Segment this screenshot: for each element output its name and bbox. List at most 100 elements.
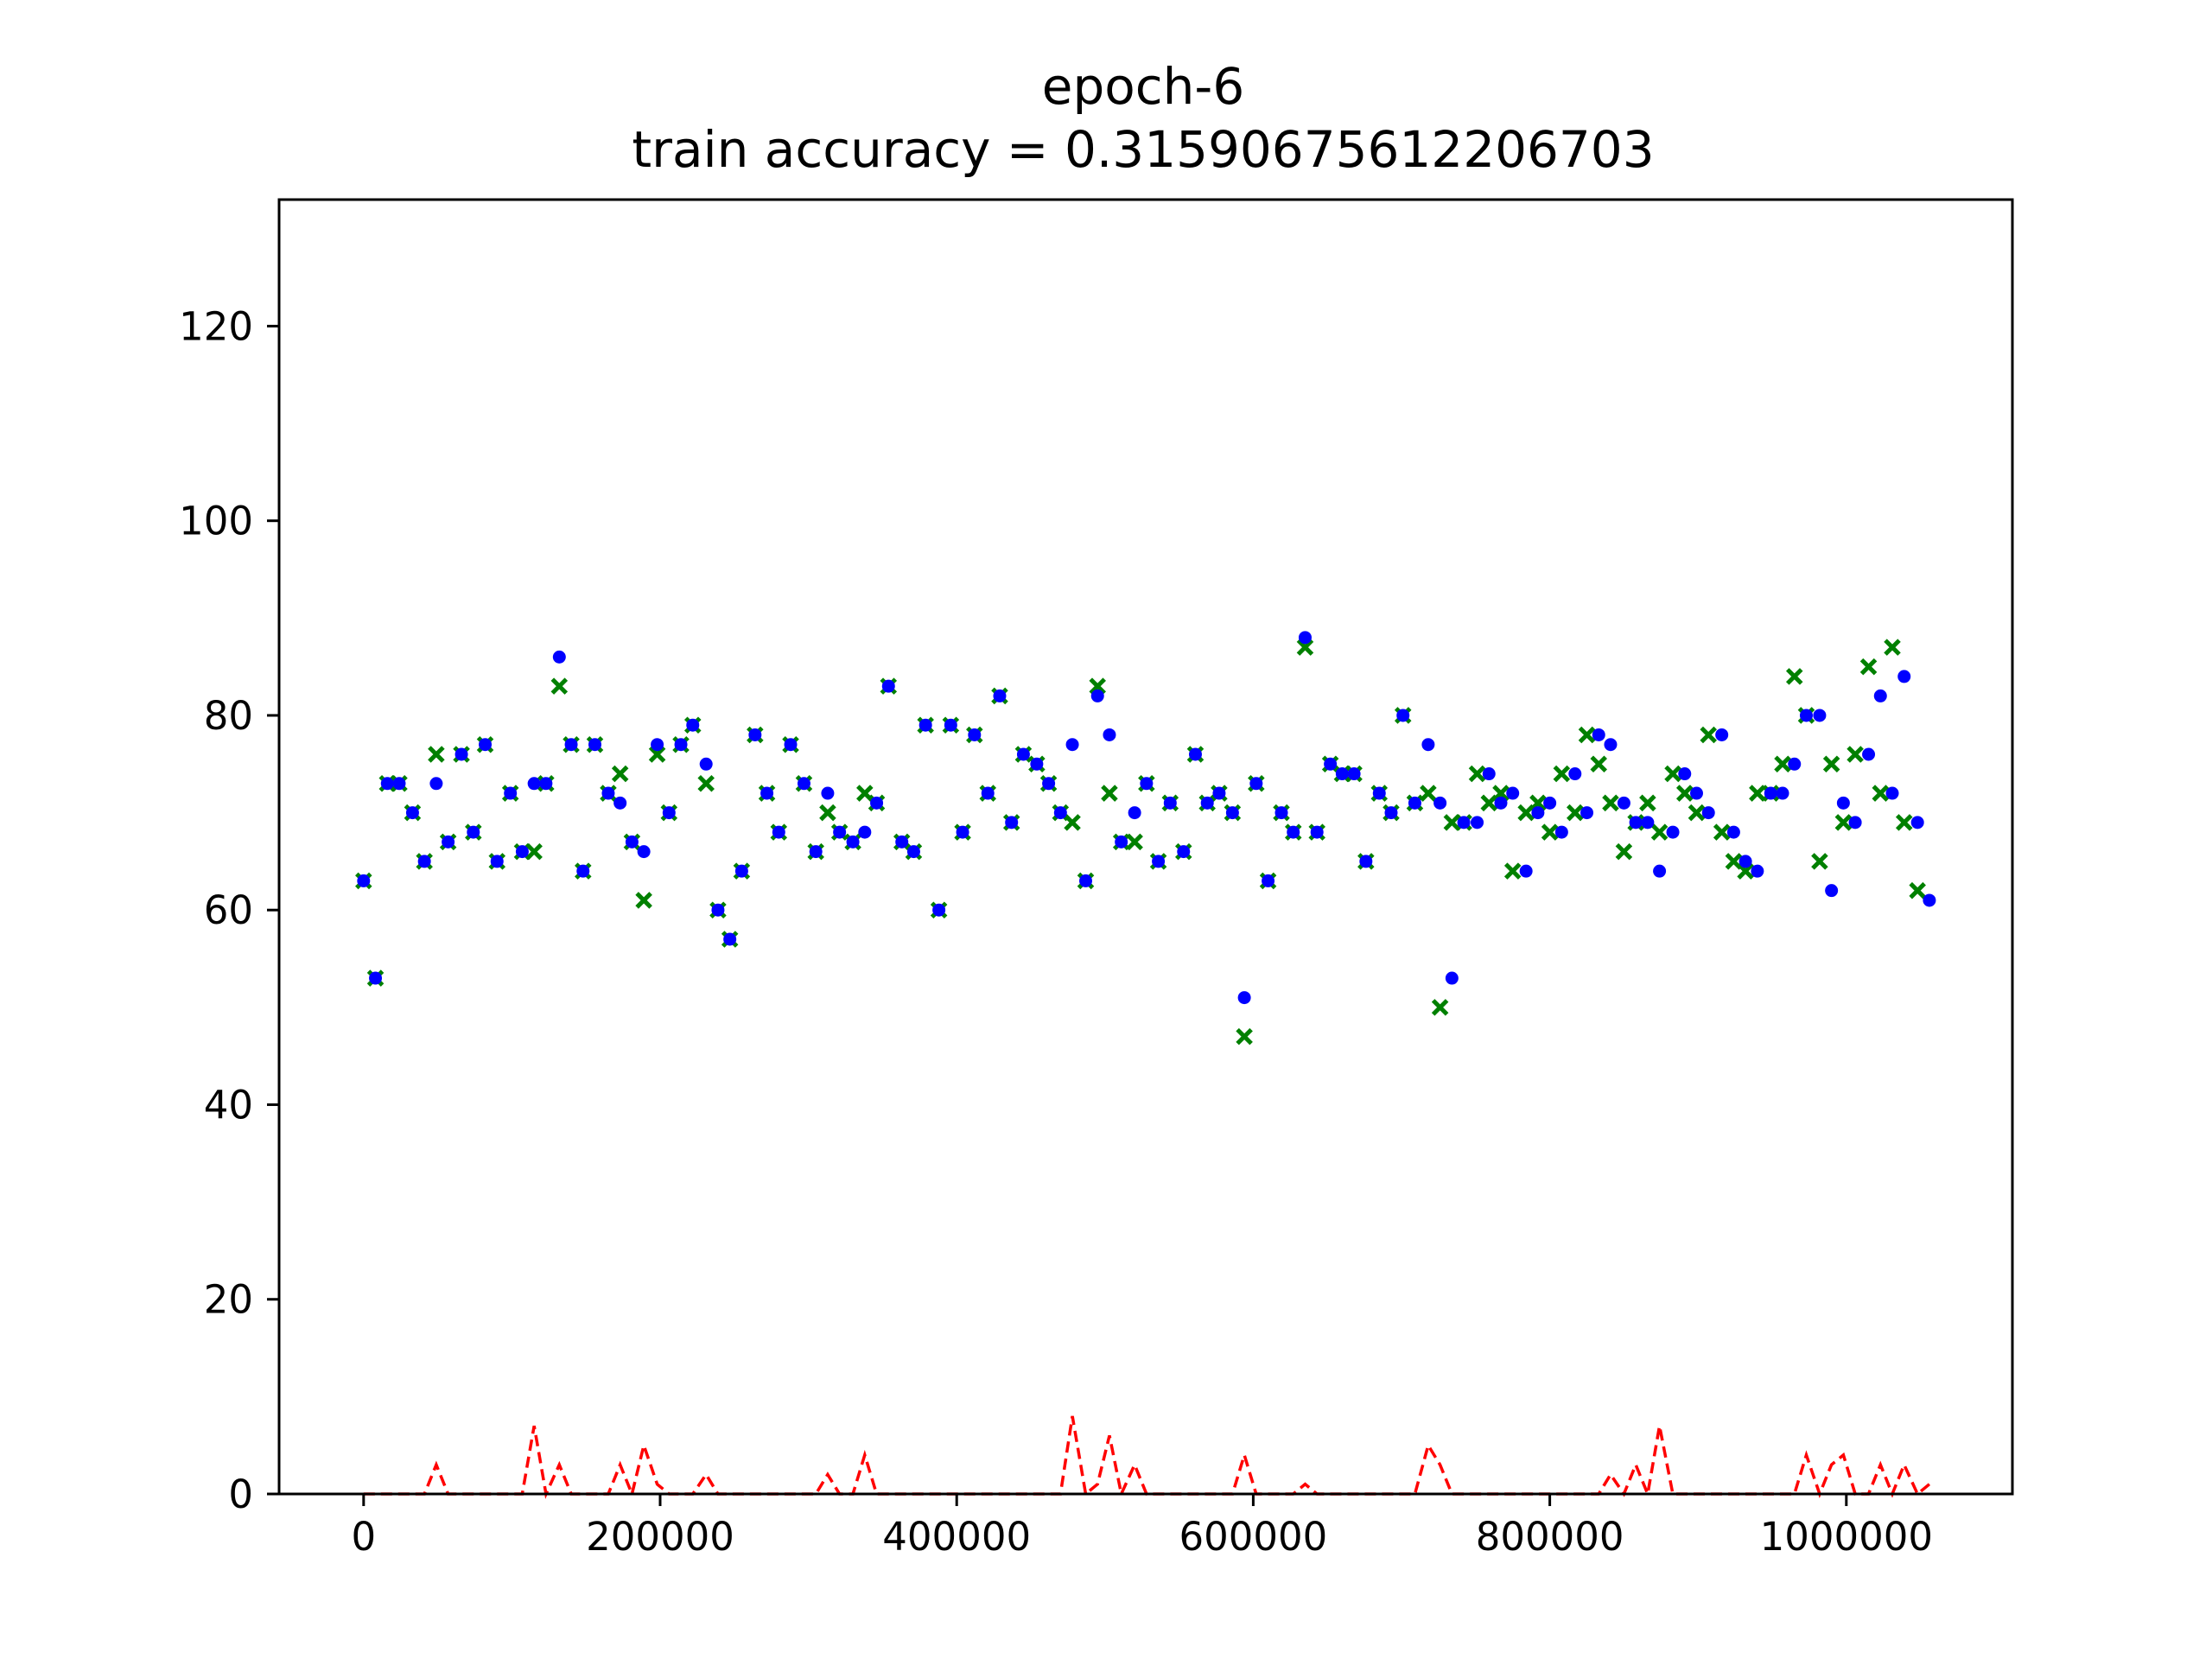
data-point-x (611, 765, 629, 783)
data-point-dot (369, 971, 383, 985)
data-point-x (1602, 794, 1619, 812)
data-point-dot (601, 786, 615, 800)
data-point-dot (1065, 738, 1079, 752)
x-tick-label: 1000000 (1760, 1514, 1933, 1560)
data-point-dot (637, 845, 651, 859)
data-point-dot (1580, 806, 1594, 820)
data-point-x (1713, 823, 1731, 841)
data-point-dot (1910, 816, 1924, 830)
data-point-dot (723, 932, 737, 946)
data-point-x (550, 677, 569, 695)
data-point-x (1822, 755, 1840, 773)
data-point-dot (1177, 845, 1191, 859)
data-point-x (1089, 677, 1106, 695)
axes: 0 200000 400000 600000 800000 1000000 0 20 40 60 8… (179, 303, 1933, 1560)
data-point-dot (993, 689, 1007, 702)
chart-subtitle: train accuracy = 0.31590675612206703 (632, 120, 1654, 179)
data-point-x (819, 804, 836, 822)
data-point-dot (490, 855, 504, 868)
data-point-dot (1237, 991, 1251, 1005)
data-point-dot (613, 796, 627, 810)
data-point-x (697, 775, 715, 792)
data-point-x (1503, 862, 1522, 880)
data-point-dot (1396, 709, 1410, 722)
data-point-dot (1200, 796, 1214, 810)
data-point-dot (956, 825, 969, 839)
data-point-dot (1568, 767, 1582, 781)
data-point-x (1688, 804, 1706, 822)
x-tick-label: 0 (351, 1514, 376, 1560)
data-point-dot (504, 786, 518, 800)
data-point-x (1064, 814, 1081, 831)
data-point-dot (1617, 796, 1630, 810)
data-point-dot (1408, 796, 1421, 810)
y-tick-label: 100 (179, 499, 253, 544)
data-point-dot (1324, 757, 1338, 771)
data-point-dot (479, 738, 493, 752)
data-point-dot (1262, 874, 1275, 887)
plot-area (357, 631, 1936, 1500)
x-tick-label: 600000 (1179, 1514, 1328, 1560)
data-point-dot (906, 845, 920, 859)
data-point-dot (1543, 796, 1557, 810)
data-point-dot (1923, 893, 1936, 907)
y-tick-label: 40 (204, 1082, 253, 1128)
data-point-x (1664, 765, 1681, 783)
y-tick-label: 20 (204, 1277, 253, 1323)
data-point-dot (357, 874, 371, 887)
data-point-dot (1506, 786, 1520, 800)
data-point-dot (1042, 777, 1056, 791)
y-tick-label: 0 (228, 1471, 253, 1517)
data-point-dot (858, 825, 872, 839)
data-point-dot (1005, 816, 1019, 830)
data-point-dot (1347, 767, 1361, 781)
data-point-dot (1103, 728, 1116, 741)
x-tick-label: 200000 (586, 1514, 734, 1560)
data-point-dot (1873, 689, 1887, 702)
data-point-dot (1776, 786, 1789, 800)
data-point-dot (651, 738, 664, 752)
data-point-x (1774, 755, 1791, 773)
data-point-dot (1764, 786, 1777, 800)
data-point-dot (1384, 806, 1398, 820)
chart-title: epoch-6 (1042, 57, 1244, 116)
y-tick-label: 60 (204, 887, 253, 933)
data-point-dot (1457, 816, 1471, 830)
data-point-dot (429, 777, 443, 791)
data-point-x (1737, 862, 1754, 880)
data-point-dot (380, 777, 394, 791)
data-point-dot (1689, 786, 1703, 800)
data-point-dot (1604, 738, 1618, 752)
data-point-dot (1482, 767, 1496, 781)
data-point-dot (1885, 786, 1899, 800)
data-point-dot (1287, 825, 1300, 839)
data-point-x (635, 892, 652, 909)
data-point-dot (674, 738, 688, 752)
data-point-dot (417, 855, 431, 868)
data-point-dot (748, 728, 762, 741)
data-point-x (1101, 785, 1118, 802)
data-point-dot (1653, 864, 1667, 878)
data-point-x (1834, 814, 1853, 831)
data-point-dot (1115, 835, 1128, 849)
data-point-dot (1298, 631, 1312, 645)
data-point-dot (1471, 816, 1484, 830)
data-point-x (1749, 785, 1766, 802)
axes-frame (277, 198, 2014, 1496)
data-point-x (1895, 814, 1913, 831)
data-point-dot (454, 747, 468, 761)
data-point-dot (527, 777, 541, 791)
data-point-dot (1249, 777, 1263, 791)
data-point-dot (1274, 806, 1288, 820)
data-point-dot (821, 786, 835, 800)
data-point-dot (734, 864, 748, 878)
data-point-x (1468, 765, 1486, 783)
data-point-dot (699, 757, 713, 771)
data-point-x (1615, 842, 1633, 861)
data-point-x (1675, 785, 1694, 802)
y-tick-label: 80 (204, 693, 253, 739)
data-point-dot (442, 835, 455, 849)
data-point-dot (588, 738, 602, 752)
y-tick-label: 120 (179, 303, 253, 349)
data-point-dot (1152, 855, 1166, 868)
